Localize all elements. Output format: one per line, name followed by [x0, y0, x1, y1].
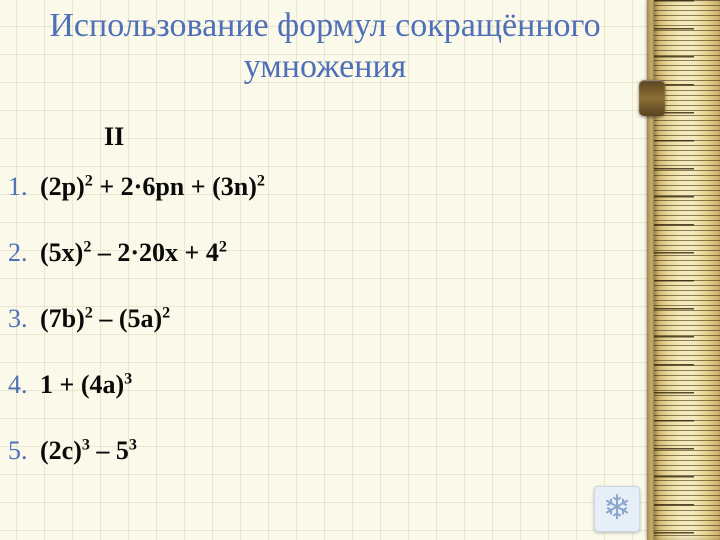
column-label: II — [104, 122, 124, 152]
list-item: 5. (2c)3 – 53 — [8, 436, 265, 466]
slide-title: Использование формул сокращённого умноже… — [0, 0, 650, 88]
list-item: 2. (5x)2 – 2·20x + 42 — [8, 238, 265, 268]
item-number: 5. — [8, 436, 40, 466]
list-item: 1. (2p)2 + 2·6pn + (3n)2 — [8, 172, 265, 202]
item-expression: (5x)2 – 2·20x + 42 — [40, 238, 227, 268]
ruler-cursor — [639, 80, 665, 116]
snowflake-glyph: ❄ — [603, 492, 632, 526]
item-number: 4. — [8, 370, 40, 400]
item-number: 3. — [8, 304, 40, 334]
item-expression: (2p)2 + 2·6pn + (3n)2 — [40, 172, 265, 202]
item-expression: (7b)2 – (5a)2 — [40, 304, 170, 334]
item-number: 2. — [8, 238, 40, 268]
item-expression: (2c)3 – 53 — [40, 436, 137, 466]
item-number: 1. — [8, 172, 40, 202]
list-item: 4. 1 + (4a)3 — [8, 370, 265, 400]
snowflake-icon[interactable]: ❄ — [594, 486, 640, 532]
list-item: 3. (7b)2 – (5a)2 — [8, 304, 265, 334]
formula-list: 1. (2p)2 + 2·6pn + (3n)2 2. (5x)2 – 2·20… — [8, 172, 265, 502]
slide: Использование формул сокращённого умноже… — [0, 0, 720, 540]
title-line-1: Использование формул сокращённого — [49, 7, 600, 44]
title-line-2: умножения — [244, 48, 407, 85]
item-expression: 1 + (4a)3 — [40, 370, 132, 400]
